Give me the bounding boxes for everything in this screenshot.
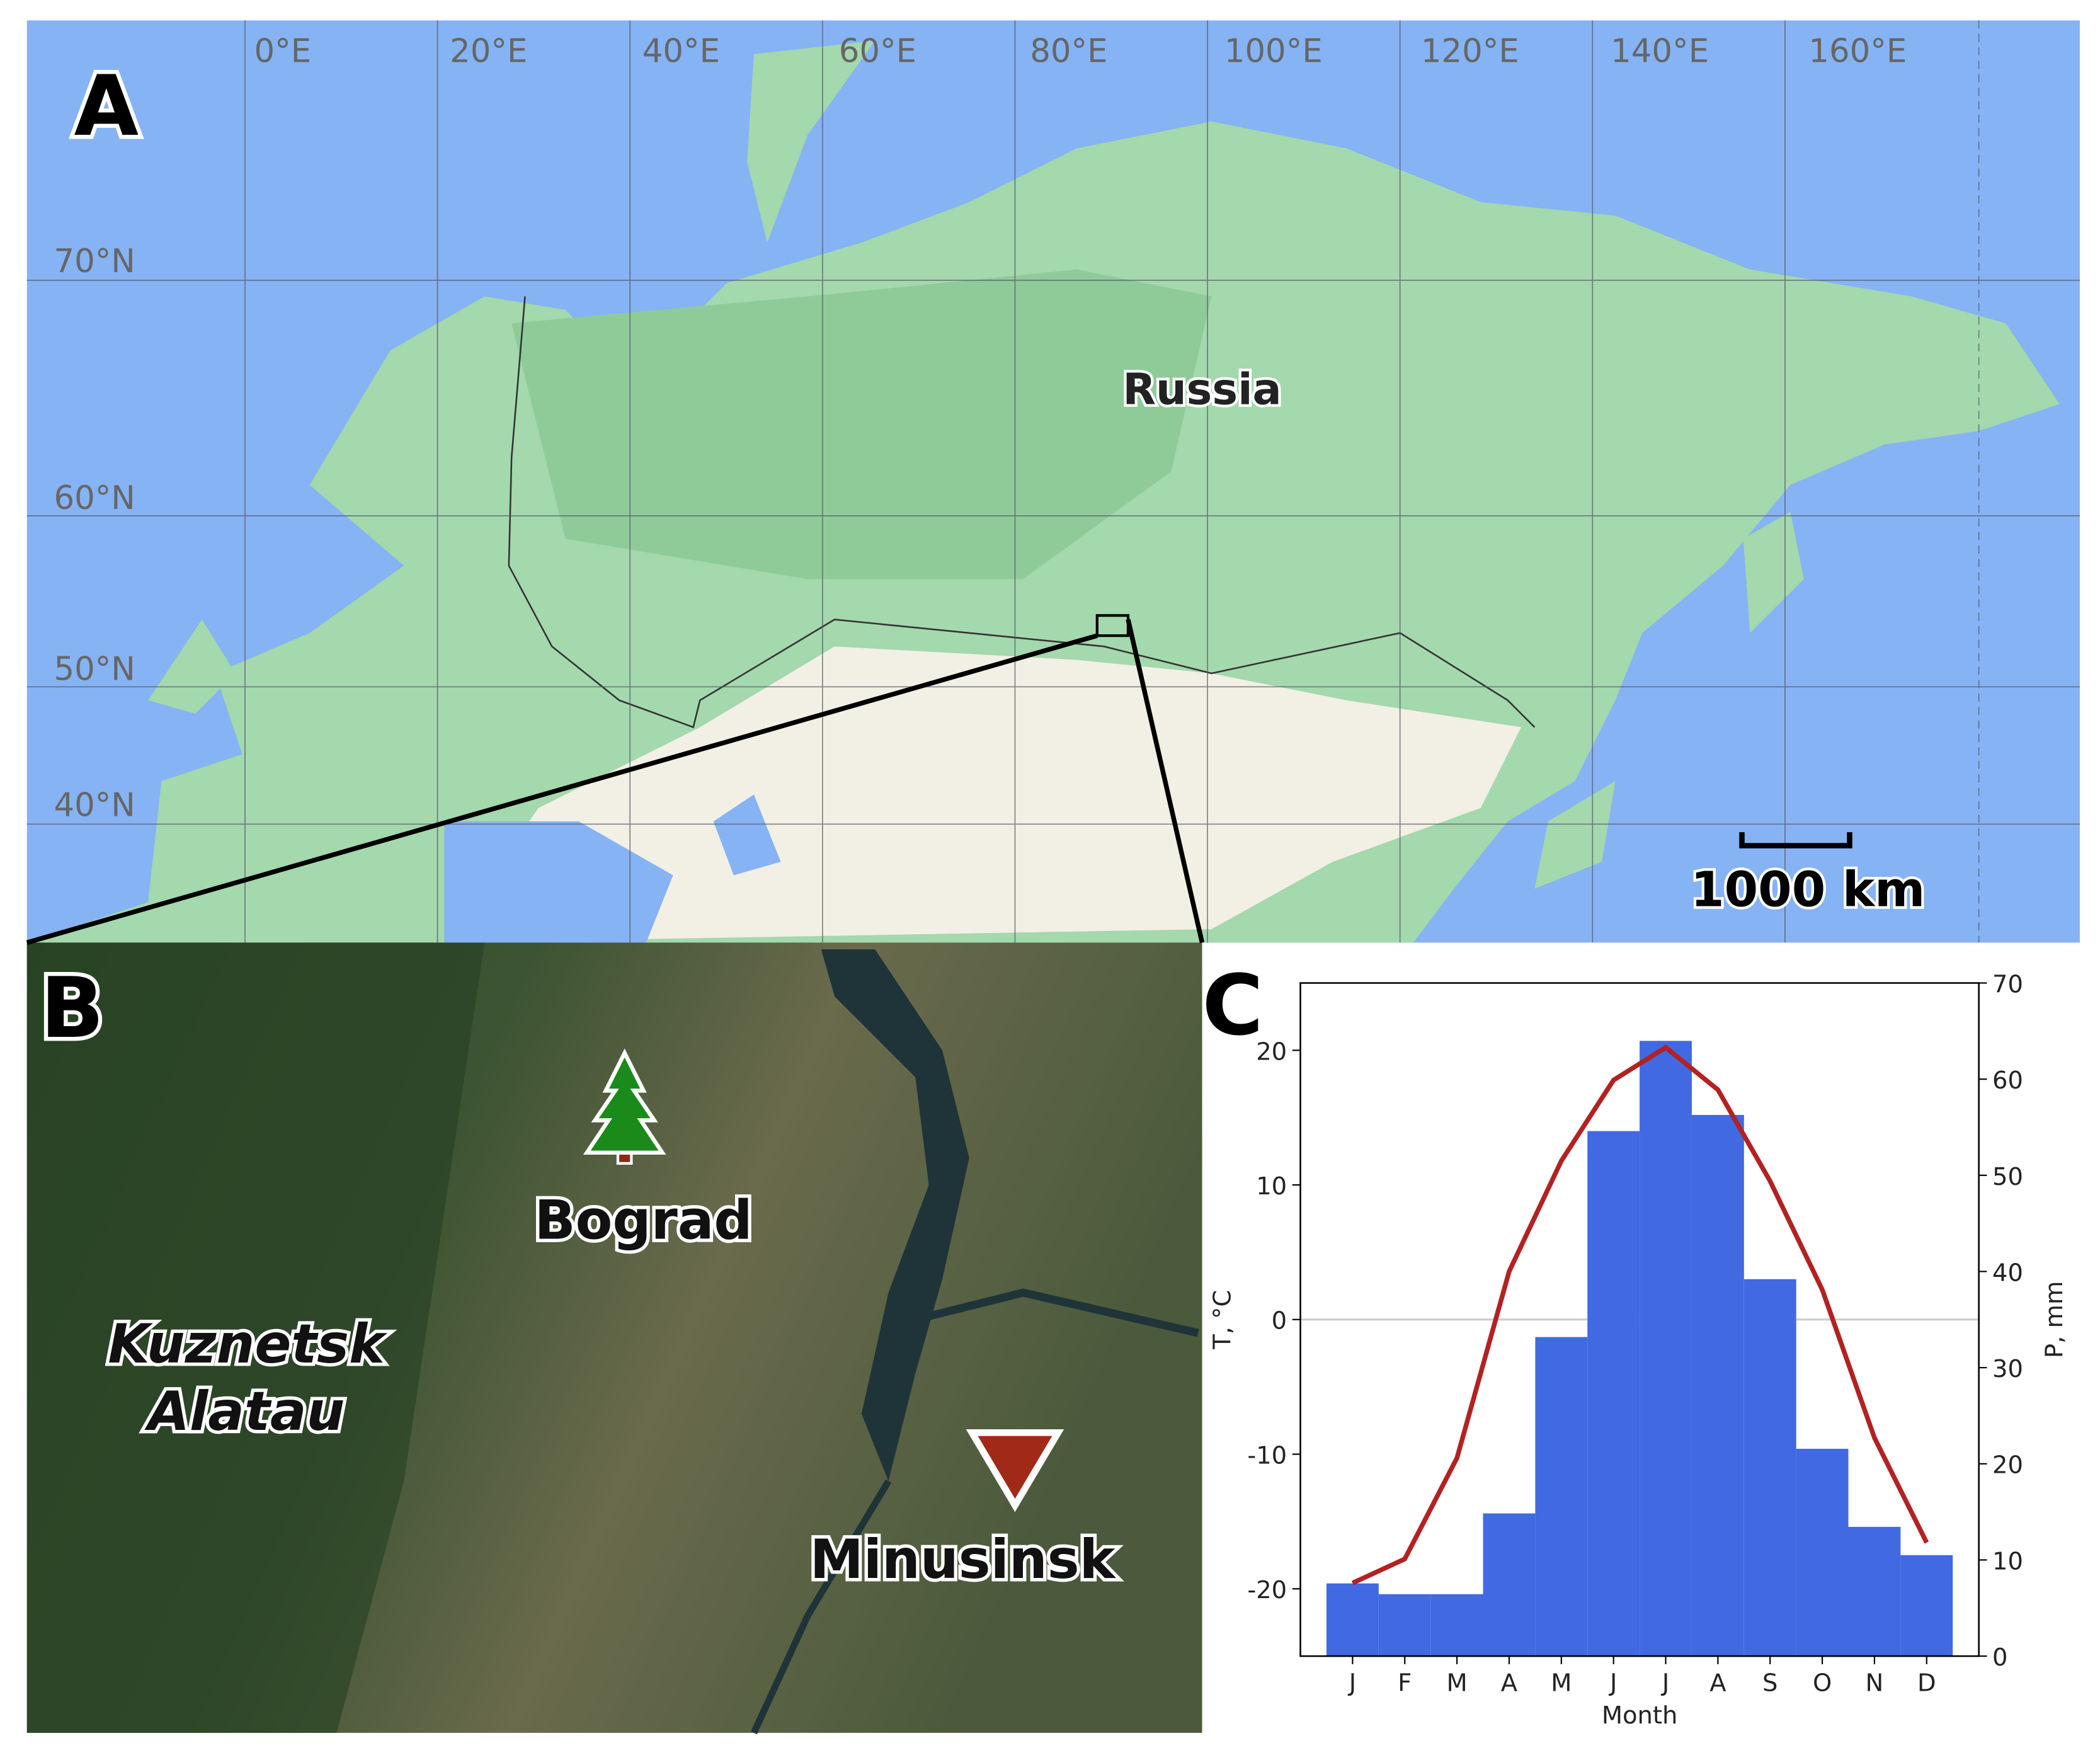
y-tick-label: 20 — [1256, 1037, 1287, 1066]
country-label: Russia — [1122, 365, 1281, 415]
y2-tick-label: 0 — [1992, 1643, 2007, 1672]
reservoir — [821, 949, 969, 1482]
japan — [1534, 780, 1616, 889]
x-tick-label: S — [1762, 1669, 1778, 1698]
bar — [1535, 1337, 1588, 1657]
bar — [1587, 1131, 1640, 1657]
zoom-line — [26, 633, 1098, 945]
x-tick-label: J — [1348, 1669, 1356, 1698]
site-marker — [966, 1429, 1064, 1512]
panel-label: C — [1202, 957, 1264, 1054]
novaya-zemlya — [747, 40, 876, 243]
lat-label: 70°N — [54, 243, 135, 280]
steppe — [444, 646, 1522, 943]
x-tick-label: M — [1446, 1669, 1467, 1698]
zoom-line — [1126, 619, 1205, 944]
chart: -20 -10 0 10 20 0 10 20 30 40 50 60 70 J F M A M J J A S O N D Mo… — [1208, 970, 2069, 1729]
lat-label: 40°N — [54, 786, 135, 824]
site-label: Bograd — [535, 1190, 753, 1252]
bar — [1378, 1594, 1431, 1657]
region-label: Alatau — [144, 1381, 345, 1443]
lat-label: 60°N — [54, 479, 135, 517]
tree-icon — [583, 1048, 666, 1165]
x-tick-label: A — [1501, 1669, 1517, 1698]
y2-tick-label: 60 — [1992, 1066, 2023, 1095]
bar — [1900, 1555, 1953, 1657]
y2-tick-label: 30 — [1992, 1355, 2023, 1383]
y2-tick-label: 50 — [1992, 1163, 2023, 1191]
bar — [1848, 1526, 1901, 1657]
britain — [148, 619, 236, 714]
panel-label: A — [74, 58, 139, 155]
lat-label: 50°N — [54, 651, 135, 689]
graticule — [26, 20, 2080, 943]
bar — [1483, 1513, 1536, 1657]
bar — [1743, 1279, 1796, 1657]
y-tick-label: 10 — [1256, 1172, 1287, 1201]
x-tick-label: J — [1661, 1669, 1669, 1698]
y2-tick-label: 70 — [1992, 970, 2023, 998]
bar — [1326, 1583, 1379, 1657]
panel-label: B — [40, 960, 104, 1057]
lon-label: 160°E — [1808, 33, 1907, 71]
y2-axis-label: P, mm — [2040, 1281, 2069, 1359]
x-axis-label: Month — [1602, 1701, 1678, 1730]
river — [750, 1479, 892, 1735]
bar — [1796, 1448, 1849, 1657]
lon-label: 0°E — [254, 33, 311, 71]
map-a: 0°E 20°E 40°E 60°E 80°E 100°E 120°E 140°… — [26, 20, 2080, 943]
black-sea — [444, 821, 673, 943]
lon-label: 80°E — [1030, 33, 1107, 71]
forest — [511, 269, 1212, 580]
scale-bar — [1739, 832, 1852, 849]
x-tick-label: J — [1609, 1669, 1617, 1698]
x-tick-label: O — [1813, 1669, 1832, 1698]
bar — [1640, 1041, 1692, 1657]
lon-label: 40°E — [642, 33, 720, 71]
kamchatka — [1743, 511, 1804, 633]
lon-label: 140°E — [1611, 33, 1709, 71]
y2-tick-label: 10 — [1992, 1547, 2023, 1575]
x-tick-label: D — [1917, 1669, 1936, 1698]
bar — [1430, 1594, 1483, 1657]
x-tick-label: F — [1398, 1669, 1412, 1698]
x-tick-label: A — [1709, 1669, 1726, 1698]
y2-tick-label: 20 — [1992, 1451, 2023, 1480]
y-axis-label: T, °C — [1208, 1290, 1236, 1350]
x-tick-label: M — [1551, 1669, 1572, 1698]
lon-label: 60°E — [839, 33, 916, 71]
region-label: Kuznetsk — [108, 1313, 388, 1376]
y-tick-label: 0 — [1272, 1307, 1287, 1335]
mountains — [26, 942, 485, 1733]
river — [914, 1288, 1199, 1337]
x-tick-label: N — [1866, 1669, 1884, 1698]
caspian — [713, 794, 781, 876]
bar — [1691, 1114, 1744, 1657]
border — [508, 296, 1536, 729]
line — [1351, 1044, 1929, 1586]
lon-label: 20°E — [450, 33, 527, 71]
y2-tick-label: 40 — [1992, 1259, 2023, 1287]
y-tick-label: -10 — [1247, 1441, 1287, 1470]
scale-label: 1000 km — [1691, 862, 1925, 918]
map-b: Bograd Minusinsk Kuznetsk Alatau B — [26, 942, 1202, 1735]
y-tick-label: -20 — [1247, 1576, 1287, 1604]
lon-label: 100°E — [1224, 33, 1323, 71]
lon-label: 120°E — [1421, 33, 1519, 71]
site-label: Minusinsk — [810, 1529, 1117, 1591]
